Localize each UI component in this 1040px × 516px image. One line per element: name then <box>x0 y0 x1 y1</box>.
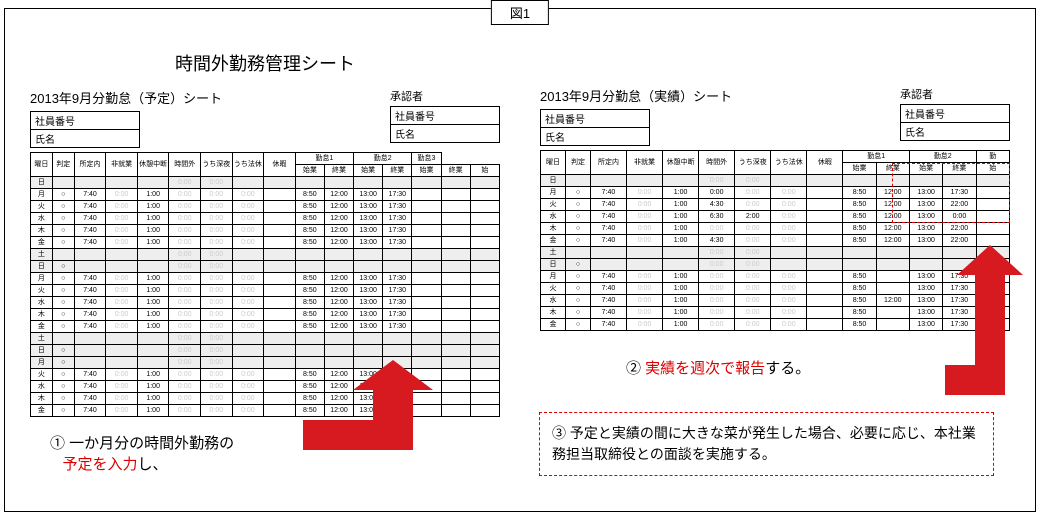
right-info-box: 社員番号 氏名 <box>540 109 732 146</box>
callout-3: ③ 予定と実績の間に大きな菜が発生した場合、必要に応じ、本社業務担当取締役との面… <box>539 412 994 476</box>
right-emp-name: 氏名 <box>540 128 650 146</box>
left-emp-id: 社員番号 <box>30 111 140 130</box>
right-appr-id: 社員番号 <box>900 104 1010 123</box>
left-info-box: 社員番号 氏名 <box>30 111 222 148</box>
left-panel: 時間外勤務管理シート 2013年9月分勤怠（予定）シート 社員番号 氏名 承認者… <box>30 50 500 417</box>
right-panel: 2013年9月分勤怠（実績）シート 社員番号 氏名 承認者 社員番号 氏名 曜日… <box>540 50 1010 417</box>
left-appr-id: 社員番号 <box>390 106 500 125</box>
right-approver-box: 社員番号 氏名 <box>900 104 1010 141</box>
main-title: 時間外勤務管理シート <box>30 50 500 76</box>
left-approver-label: 承認者 <box>390 88 423 104</box>
figure-label: 図1 <box>491 0 549 25</box>
right-appr-name: 氏名 <box>900 123 1010 141</box>
left-appr-name: 氏名 <box>390 125 500 143</box>
arrow-left <box>303 360 443 450</box>
left-emp-name: 氏名 <box>30 130 140 148</box>
right-emp-id: 社員番号 <box>540 109 650 128</box>
callout-1: ① 一か月分の時間外勤務の 予定を入力し、 <box>50 432 234 474</box>
left-approver-box: 社員番号 氏名 <box>390 106 500 143</box>
arrow-right <box>945 245 1035 405</box>
callout-2: ② 実績を週次で報告する。 <box>626 357 810 378</box>
left-sheet-label: 2013年9月分勤怠（予定）シート <box>30 88 222 107</box>
right-table: 曜日判定所定内非就業休憩中断時間外うち深夜うち法休休暇勤怠1勤怠2勤始業終業始業… <box>540 150 1010 331</box>
right-sheet-label: 2013年9月分勤怠（実績）シート <box>540 86 732 105</box>
right-approver-label: 承認者 <box>900 86 933 102</box>
